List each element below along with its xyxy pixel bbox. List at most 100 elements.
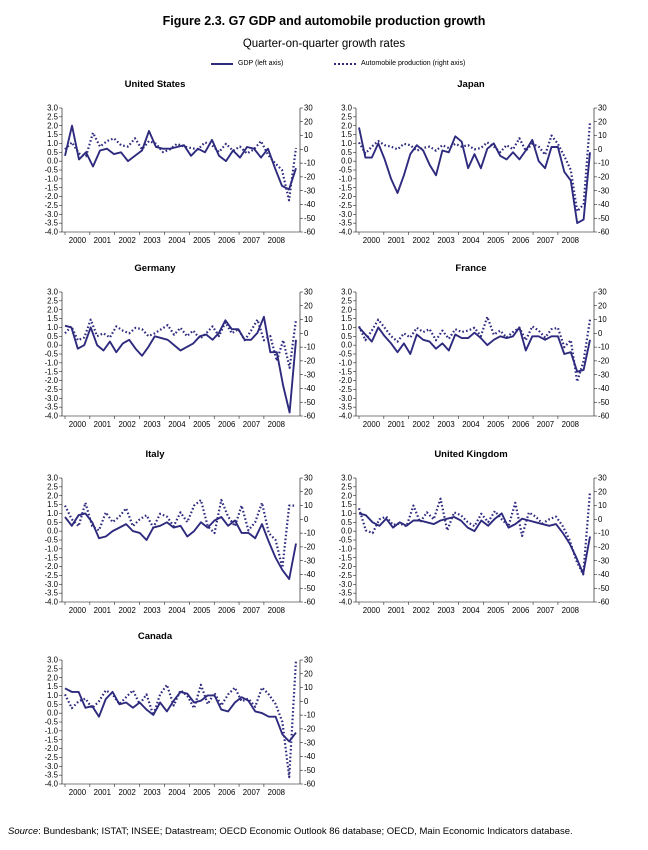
- left-tick-label: -2.5: [45, 571, 59, 580]
- left-tick-label: -3.0: [339, 394, 353, 403]
- right-tick-label: -60: [304, 228, 316, 237]
- right-tick-label: 30: [304, 656, 313, 665]
- x-tick-label: 2003: [437, 606, 454, 615]
- right-tick-label: 30: [598, 288, 607, 297]
- x-tick-label: 2000: [363, 606, 381, 615]
- right-tick-label: 30: [304, 474, 313, 483]
- chart-title-france: France: [455, 263, 486, 274]
- x-tick-label: 2004: [168, 788, 186, 797]
- right-tick-label: 30: [598, 474, 607, 483]
- left-tick-label: -2.0: [45, 376, 59, 385]
- left-tick-label: -2.0: [45, 744, 59, 753]
- right-tick-label: -60: [598, 598, 610, 607]
- right-tick-label: -40: [304, 752, 316, 761]
- right-tick-label: -60: [304, 598, 316, 607]
- left-tick-label: -3.5: [339, 589, 353, 598]
- left-tick-label: 2.5: [47, 112, 59, 121]
- auto-production-line-italy: [64, 498, 296, 569]
- auto-production-line-france: [358, 315, 592, 383]
- right-tick-label: 10: [598, 501, 607, 510]
- x-tick-label: 2003: [143, 236, 160, 245]
- chart-title-germany: Germany: [134, 263, 176, 274]
- left-tick-label: -2.5: [45, 201, 59, 210]
- legend-swatch-gdp: [211, 62, 233, 65]
- gdp-line-france: [358, 326, 591, 373]
- right-tick-label: -20: [304, 172, 316, 181]
- x-tick-label: 2007: [537, 420, 554, 429]
- right-tick-label: -20: [598, 356, 610, 365]
- left-tick-label: -2.0: [45, 562, 59, 571]
- x-tick-label: 2008: [562, 606, 579, 615]
- left-tick-label: 2.0: [47, 491, 59, 500]
- x-tick-label: 2002: [412, 420, 429, 429]
- left-tick-label: -1.5: [339, 367, 353, 376]
- x-tick-label: 2008: [562, 236, 579, 245]
- left-tick-label: -1.5: [45, 367, 59, 376]
- left-tick-label: -4.0: [339, 412, 353, 421]
- x-tick-label: 2006: [512, 420, 529, 429]
- left-tick-label: 1.5: [47, 314, 59, 323]
- x-tick-label: 2003: [143, 606, 160, 615]
- left-tick-label: -4.0: [45, 780, 59, 789]
- chart-italy: Italy3.02.52.01.51.00.50.0-0.5-1.0-1.5-2…: [45, 449, 316, 615]
- right-tick-label: -10: [304, 343, 316, 352]
- gdp-line-canada: [64, 687, 297, 743]
- x-tick-label: 2004: [462, 606, 480, 615]
- left-tick-label: 2.5: [47, 296, 59, 305]
- chart-title-united-kingdom: United Kingdom: [434, 449, 507, 460]
- left-tick-label: -3.5: [45, 771, 59, 780]
- left-tick-label: 0.5: [341, 518, 353, 527]
- left-tick-label: -0.5: [339, 536, 353, 545]
- x-tick-label: 2002: [118, 236, 135, 245]
- left-tick-label: 1.0: [341, 509, 353, 518]
- right-tick-label: -10: [304, 159, 316, 168]
- x-tick-label: 2007: [243, 236, 260, 245]
- chart-title-united-states: United States: [125, 79, 186, 90]
- right-tick-label: -20: [304, 356, 316, 365]
- left-tick-label: 0.5: [47, 700, 59, 709]
- x-tick-label: 2003: [143, 420, 160, 429]
- left-tick-label: 1.0: [341, 139, 353, 148]
- left-tick-label: -2.5: [339, 385, 353, 394]
- left-tick-label: 0.0: [341, 157, 353, 166]
- x-tick-label: 2004: [168, 420, 186, 429]
- left-tick-label: 0.5: [341, 148, 353, 157]
- left-tick-label: -4.0: [45, 412, 59, 421]
- x-tick-label: 2002: [412, 236, 429, 245]
- left-tick-label: -1.0: [45, 726, 59, 735]
- right-tick-label: -10: [304, 529, 316, 538]
- auto-production-line-united-states: [64, 131, 298, 202]
- right-tick-label: -50: [304, 214, 316, 223]
- right-tick-label: -30: [598, 370, 610, 379]
- right-tick-label: -60: [598, 412, 610, 421]
- right-tick-label: -60: [304, 412, 316, 421]
- right-tick-label: 0: [598, 515, 603, 524]
- x-tick-label: 2004: [462, 420, 480, 429]
- x-tick-label: 2003: [437, 420, 454, 429]
- left-tick-label: 3.0: [341, 288, 353, 297]
- left-tick-label: -0.5: [339, 350, 353, 359]
- right-tick-label: -50: [304, 398, 316, 407]
- source-note: Source: Bundesbank; ISTAT; INSEE; Datast…: [8, 826, 640, 838]
- x-tick-label: 2001: [388, 420, 405, 429]
- x-tick-label: 2001: [94, 606, 111, 615]
- right-tick-label: 0: [598, 145, 603, 154]
- right-tick-label: -20: [598, 542, 610, 551]
- left-tick-label: -1.0: [45, 174, 59, 183]
- left-tick-label: -3.5: [339, 403, 353, 412]
- x-tick-label: 2000: [69, 606, 87, 615]
- x-tick-label: 2007: [243, 606, 260, 615]
- left-tick-label: 0.0: [47, 157, 59, 166]
- x-tick-label: 2007: [243, 420, 260, 429]
- legend-label-auto: Automobile production (right axis): [361, 60, 466, 67]
- right-tick-label: 0: [304, 329, 309, 338]
- left-tick-label: -1.5: [339, 553, 353, 562]
- right-tick-label: -40: [304, 570, 316, 579]
- left-tick-label: -0.5: [45, 166, 59, 175]
- right-tick-label: 10: [304, 683, 313, 692]
- left-tick-label: -1.0: [45, 358, 59, 367]
- right-tick-label: 0: [598, 329, 603, 338]
- x-tick-label: 2004: [168, 606, 186, 615]
- auto-production-line-united-kingdom: [357, 491, 592, 576]
- right-tick-label: -30: [304, 370, 316, 379]
